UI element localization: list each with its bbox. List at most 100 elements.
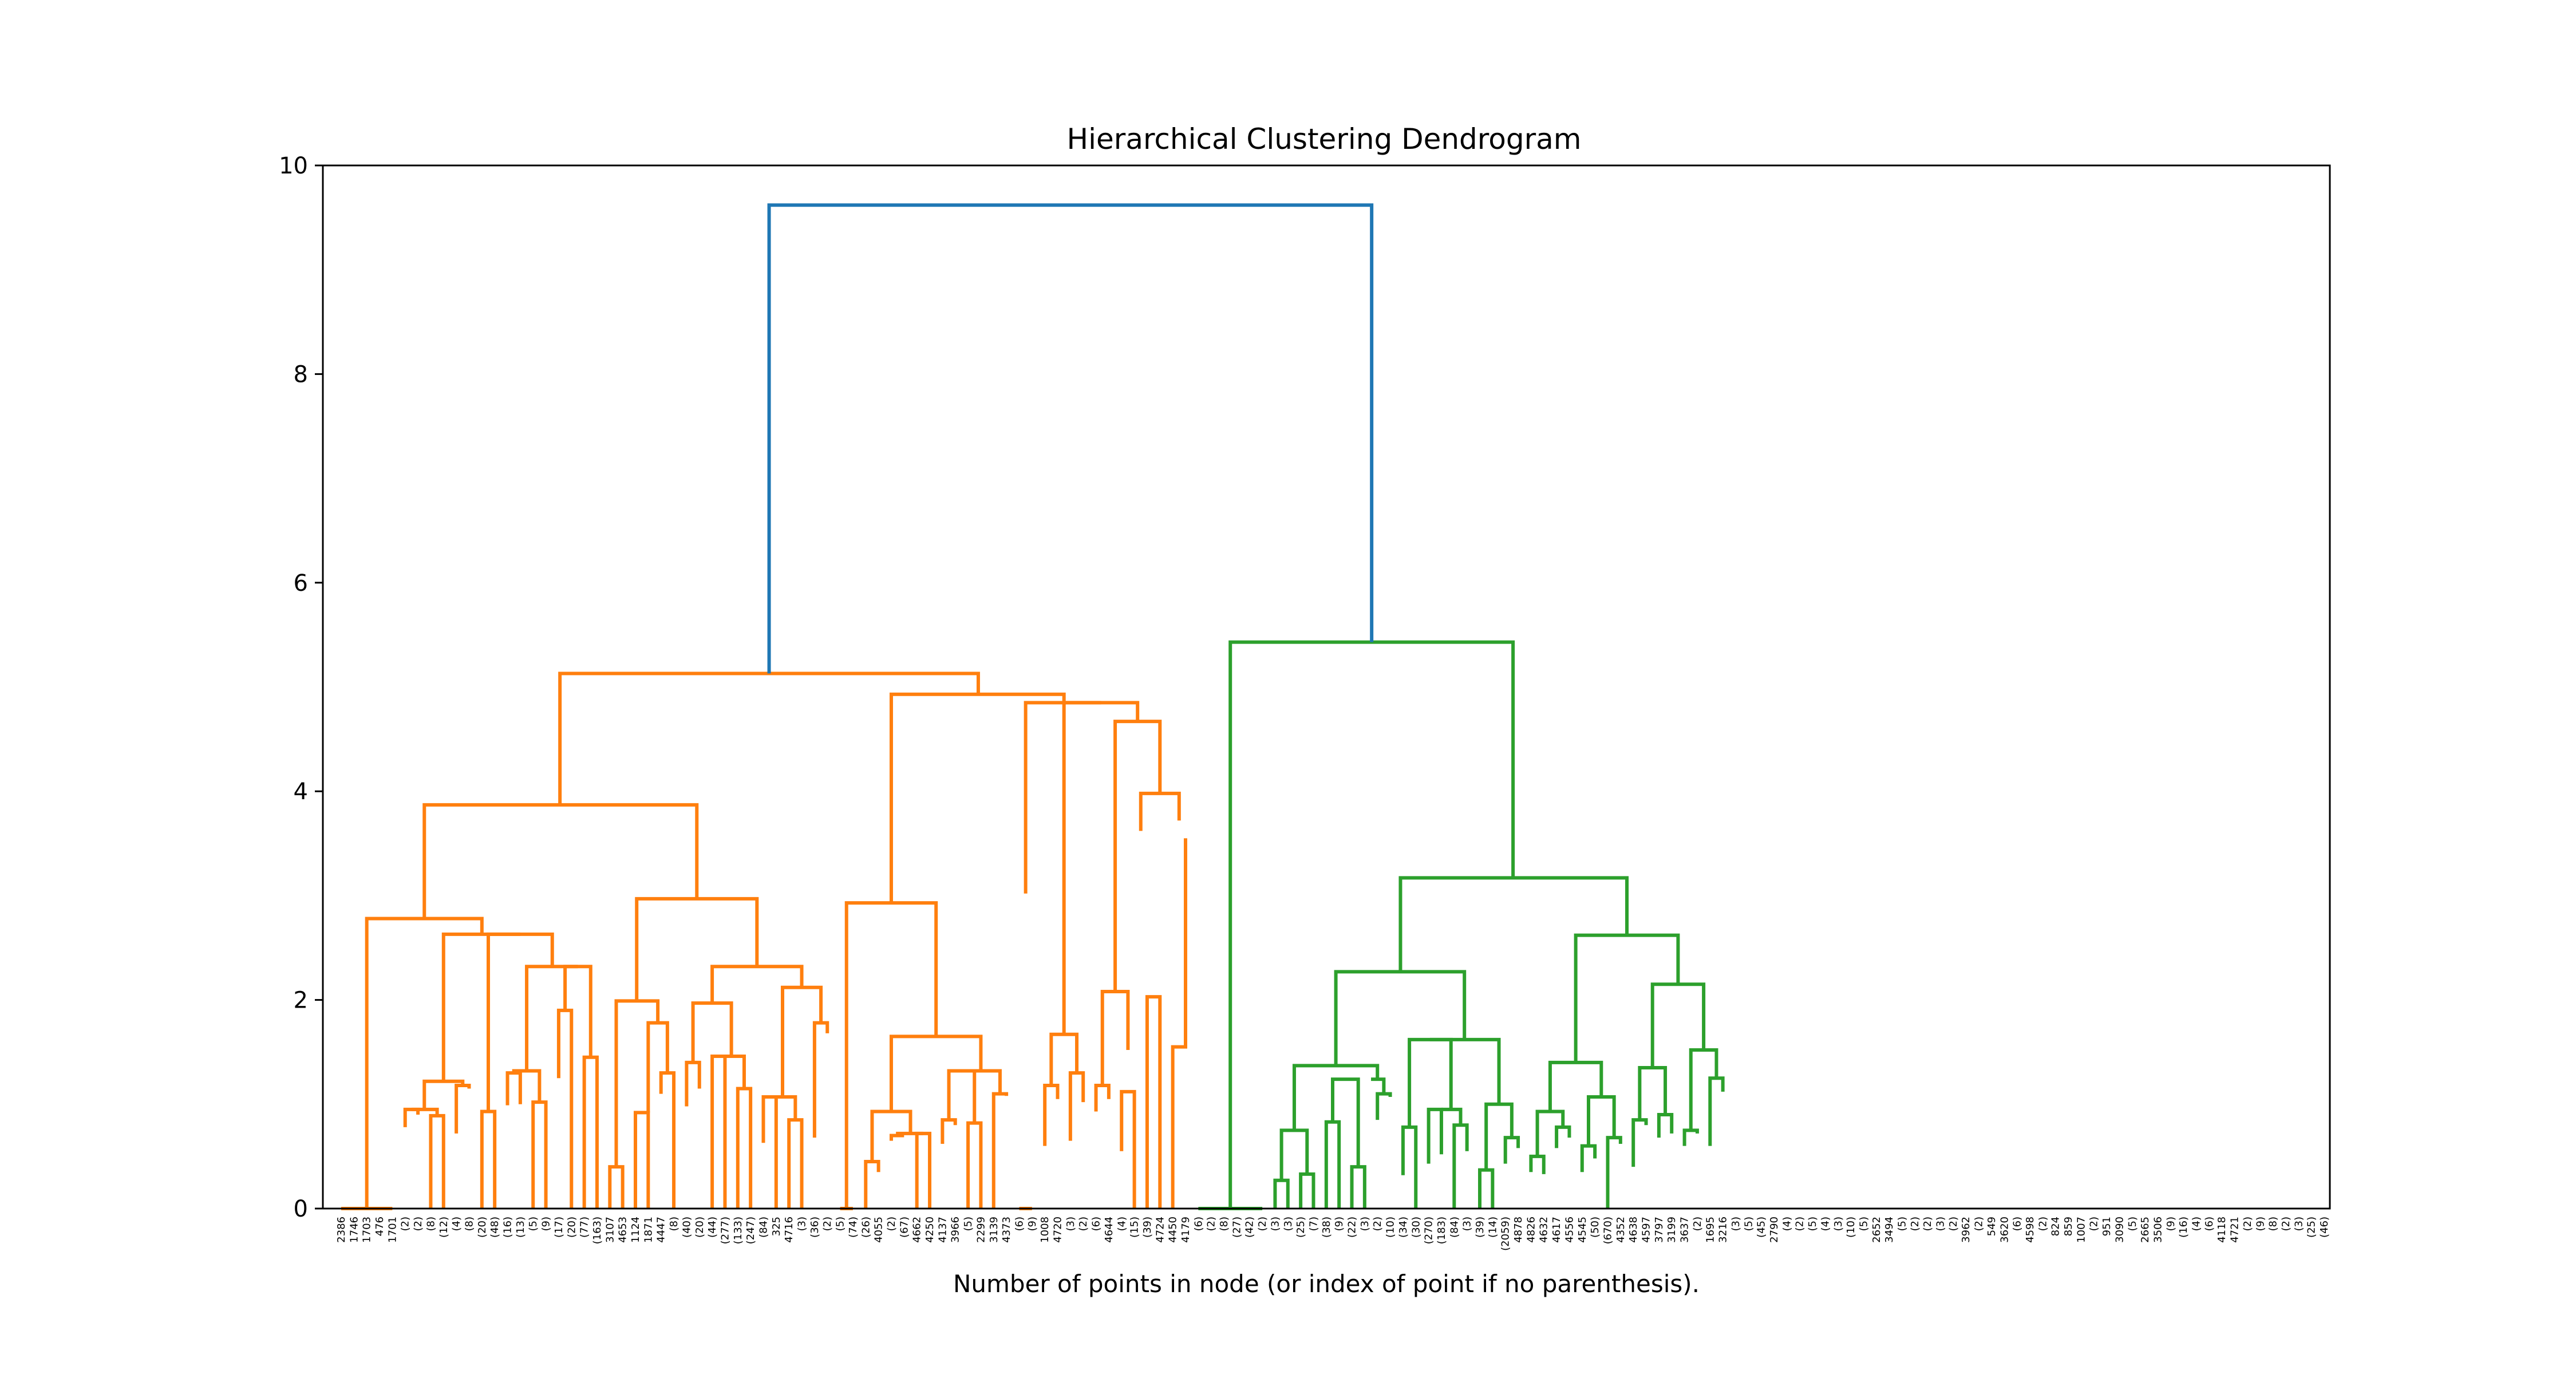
leaf-label-120: 2652 xyxy=(1871,1217,1883,1243)
leaf-label-117: (3) xyxy=(1832,1217,1844,1231)
leaf-label-50: 2299 xyxy=(975,1217,987,1243)
leaf-label-128: (2) xyxy=(1973,1217,1985,1231)
leaf-label-49: (5) xyxy=(962,1217,974,1231)
leaf-label-153: (3) xyxy=(2293,1217,2305,1231)
leaf-label-83: (34) xyxy=(1397,1217,1409,1238)
leaf-label-124: (2) xyxy=(1922,1217,1934,1231)
leaf-label-57: (3) xyxy=(1065,1217,1077,1231)
leaf-label-0: 2386 xyxy=(335,1217,347,1243)
dendrogram-link-51 xyxy=(1049,1032,1079,1085)
dendrogram-link-76 xyxy=(1441,1107,1463,1126)
leaf-label-98: (50) xyxy=(1589,1217,1601,1238)
leaf-label-141: 2665 xyxy=(2139,1217,2151,1243)
dendrogram-link-34 xyxy=(422,803,699,919)
leaf-label-104: 3199 xyxy=(1666,1217,1678,1243)
leaf-label-31: (133) xyxy=(732,1217,744,1244)
dendrogram-link-3 xyxy=(411,1107,439,1116)
leaf-label-143: (9) xyxy=(2165,1217,2177,1231)
leaf-label-99: (670) xyxy=(1602,1217,1614,1244)
leaf-label-113: (4) xyxy=(1781,1217,1793,1231)
leaf-label-60: 4644 xyxy=(1103,1217,1115,1243)
leaf-label-123: (2) xyxy=(1909,1217,1921,1231)
leaf-label-5: (2) xyxy=(400,1217,412,1231)
leaf-label-103: 3797 xyxy=(1653,1217,1665,1243)
leaf-label-37: (36) xyxy=(809,1217,821,1238)
leaf-label-150: (9) xyxy=(2254,1217,2266,1231)
leaf-label-91: (2059) xyxy=(1500,1217,1512,1251)
dendrogram-link-18 xyxy=(634,1111,650,1209)
leaf-label-96: 4556 xyxy=(1563,1217,1575,1243)
leaf-label-3: 476 xyxy=(374,1217,386,1236)
leaf-label-154: (25) xyxy=(2306,1217,2318,1238)
leaf-label-16: (9) xyxy=(540,1217,552,1231)
leaf-label-34: 325 xyxy=(771,1217,783,1236)
leaf-label-48: 3966 xyxy=(950,1217,962,1243)
leaf-label-2: 1703 xyxy=(361,1217,373,1243)
leaf-label-118: (10) xyxy=(1845,1217,1857,1238)
leaf-label-85: (270) xyxy=(1423,1217,1435,1244)
leaf-label-69: (8) xyxy=(1218,1217,1230,1231)
dendrogram-link-100 xyxy=(767,203,1374,674)
dendrogram-link-13 xyxy=(525,965,578,1071)
y-tick-label-3: 6 xyxy=(294,570,308,597)
leaf-label-97: 4545 xyxy=(1577,1217,1589,1243)
dendrogram-link-95 xyxy=(1689,1048,1718,1131)
leaf-label-40: (74) xyxy=(847,1217,859,1238)
leaf-label-87: (84) xyxy=(1448,1217,1460,1238)
x-axis-label: Number of points in node (or index of po… xyxy=(953,1270,1700,1298)
leaf-label-84: (30) xyxy=(1410,1217,1422,1238)
leaf-label-119: (5) xyxy=(1858,1217,1870,1231)
leaf-label-63: (39) xyxy=(1141,1217,1153,1238)
dendrogram-link-42 xyxy=(966,1121,983,1209)
leaf-label-74: (3) xyxy=(1282,1217,1294,1231)
leaf-label-125: (3) xyxy=(1935,1217,1947,1231)
dendrogram-link-53 xyxy=(1120,1089,1136,1209)
leaf-label-110: (5) xyxy=(1743,1217,1755,1231)
leaf-label-26: (8) xyxy=(668,1217,680,1231)
leaf-label-121: 3494 xyxy=(1883,1217,1895,1243)
leaf-label-18: (20) xyxy=(566,1217,578,1238)
dendrogram-link-78 xyxy=(1478,1168,1495,1209)
leaf-label-101: 4638 xyxy=(1627,1217,1639,1243)
dendrogram-link-37 xyxy=(889,1134,904,1141)
leaf-label-61: (4) xyxy=(1116,1217,1128,1231)
leaf-label-142: 3506 xyxy=(2152,1217,2164,1243)
dendrogram-link-58 xyxy=(1113,720,1162,992)
dendrogram-link-81 xyxy=(1429,1037,1501,1104)
y-tick-label-1: 2 xyxy=(294,988,308,1014)
leaf-label-89: (39) xyxy=(1474,1217,1486,1238)
leaf-label-132: 4598 xyxy=(2024,1217,2036,1243)
dendrogram-link-26 xyxy=(691,1001,733,1063)
dendrogram-link-1 xyxy=(403,1107,420,1127)
leaf-label-15: (5) xyxy=(527,1217,539,1231)
leaf-label-59: (6) xyxy=(1091,1217,1103,1231)
leaf-label-100: 4352 xyxy=(1615,1217,1627,1243)
dendrogram-link-8 xyxy=(531,1100,548,1209)
leaf-label-32: (247) xyxy=(745,1217,757,1244)
leaf-label-137: (2) xyxy=(2088,1217,2100,1231)
leaf-label-111: (45) xyxy=(1756,1217,1768,1238)
leaf-label-58: (2) xyxy=(1077,1217,1089,1231)
leaf-label-35: 4716 xyxy=(783,1217,795,1243)
leaf-label-38: (2) xyxy=(821,1217,833,1231)
leaf-label-53: (6) xyxy=(1013,1217,1025,1231)
leaf-label-116: (4) xyxy=(1819,1217,1831,1231)
leaf-label-39: (5) xyxy=(835,1217,847,1231)
leaf-label-30: (277) xyxy=(719,1217,731,1244)
dendrogram-link-60 xyxy=(1024,701,1101,894)
leaf-label-23: 1124 xyxy=(630,1217,642,1243)
leaf-label-144: (16) xyxy=(2178,1217,2190,1238)
leaf-label-102: 4597 xyxy=(1641,1217,1653,1243)
leaf-label-92: 4878 xyxy=(1512,1217,1524,1243)
leaf-label-136: 1007 xyxy=(2075,1217,2087,1243)
dendrogram-link-38 xyxy=(915,1131,932,1209)
leaf-label-152: (2) xyxy=(2280,1217,2292,1231)
leaf-label-76: (7) xyxy=(1307,1217,1319,1231)
leaf-label-25: 4447 xyxy=(655,1217,667,1243)
y-tick-label-0: 0 xyxy=(294,1196,308,1222)
dendrogram-link-71 xyxy=(1371,1077,1386,1094)
leaf-label-51: 3139 xyxy=(988,1217,1000,1243)
leaf-label-140: (5) xyxy=(2127,1217,2139,1231)
leaf-label-22: 4653 xyxy=(617,1217,629,1243)
dendrogram-link-5 xyxy=(422,1079,465,1110)
